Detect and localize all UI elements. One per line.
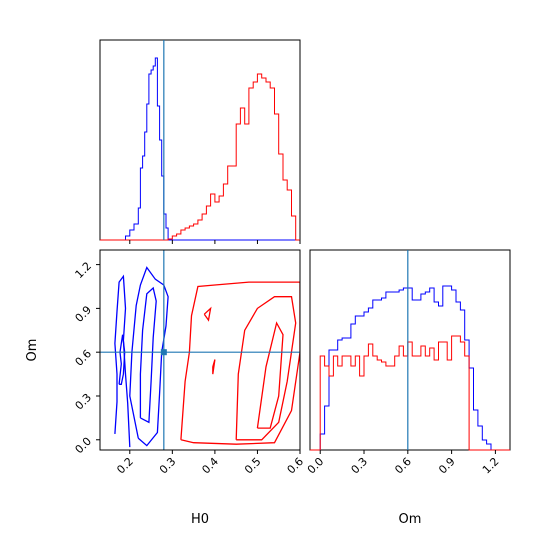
h0-hist-frame [99,39,301,241]
x-tick-label: 0.6 [285,455,307,477]
om-hist-frame [309,249,511,451]
joint-frame [99,249,301,451]
x-tick-label: 0.5 [242,455,264,477]
h0-histogram-panel [99,39,301,244]
y-tick-label: 0.3 [73,391,95,413]
contour-series-1 [180,281,300,445]
y-tick-label: 0.9 [73,303,95,325]
x-tick-label: 0.9 [436,455,458,477]
contour-series-0 [114,274,131,448]
joint-contour-panel: 0.2 0.3 0.4 0.5 0.6 0.0 0.3 0.6 0.9 1.2 [73,249,307,477]
x-tick-label: 0.4 [199,455,221,477]
x-tick-label: 0.3 [157,455,179,477]
joint-truth-marker [160,349,167,356]
x-tick-label: 0.3 [349,455,371,477]
x-tick-label: 0.0 [305,455,327,477]
x-tick-label: 0.6 [392,455,414,477]
contour-series-1 [212,359,216,375]
x-axis-label-om: Om [399,512,422,527]
contour-series-1 [256,321,284,429]
contour-series-1 [235,296,297,441]
x-tick-label: 0.2 [114,455,136,477]
contour-series-1 [203,306,212,322]
om-hist-series-1 [310,335,510,451]
om-histogram-panel: 0.0 0.3 0.6 0.9 1.2 [305,249,511,477]
om-hist-series-0 [310,285,510,451]
y-tick-label: 0.6 [73,347,95,369]
x-tick-label: 1.2 [480,455,502,477]
h0-hist-series-1 [100,73,300,241]
contour-series-0 [118,334,126,385]
joint-contours [114,266,300,448]
y-tick-label: 1.2 [73,260,95,282]
contour-series-0 [139,286,157,424]
x-axis-label-h0: H0 [191,512,209,527]
y-axis-label-om: Om [25,339,40,362]
y-tick-label: 0.0 [73,435,95,457]
